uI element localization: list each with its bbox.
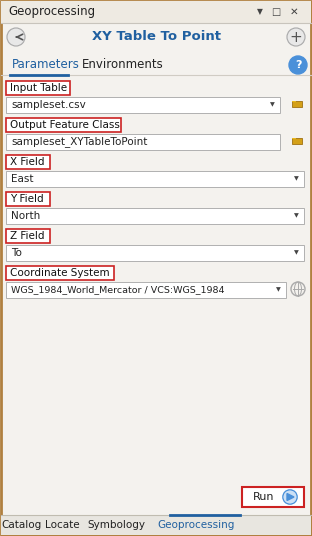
Text: sampleset_XYTableToPoint: sampleset_XYTableToPoint <box>11 137 147 147</box>
Text: Geoprocessing: Geoprocessing <box>157 520 235 530</box>
Bar <box>1 1 311 23</box>
Text: ▼: ▼ <box>294 176 298 182</box>
Text: Environments: Environments <box>82 58 164 71</box>
Bar <box>6 171 304 187</box>
Bar <box>6 229 50 243</box>
Circle shape <box>289 56 307 74</box>
Text: Run: Run <box>253 492 275 502</box>
Bar <box>242 487 304 507</box>
Bar <box>6 81 70 95</box>
Text: Coordinate System: Coordinate System <box>10 268 110 278</box>
Text: sampleset.csv: sampleset.csv <box>11 100 86 110</box>
Bar <box>292 138 302 144</box>
Text: Parameters: Parameters <box>12 58 80 71</box>
Text: ▼: ▼ <box>275 287 280 293</box>
Text: Locate: Locate <box>45 520 79 530</box>
Bar <box>6 245 304 261</box>
Text: Z Field: Z Field <box>10 231 45 241</box>
Polygon shape <box>287 494 294 501</box>
Text: WGS_1984_World_Mercator / VCS:WGS_1984: WGS_1984_World_Mercator / VCS:WGS_1984 <box>11 286 225 294</box>
Text: +: + <box>290 29 302 44</box>
Text: ?: ? <box>295 60 301 70</box>
Text: ▼: ▼ <box>294 250 298 256</box>
Text: □: □ <box>271 7 280 17</box>
Text: ✕: ✕ <box>290 7 298 17</box>
Text: Y Field: Y Field <box>10 194 44 204</box>
Text: East: East <box>11 174 33 184</box>
Bar <box>6 282 286 298</box>
Bar <box>6 192 50 206</box>
Text: ▼: ▼ <box>257 8 263 17</box>
Bar <box>6 134 280 150</box>
Text: Output Feature Class: Output Feature Class <box>10 120 120 130</box>
Circle shape <box>284 490 296 503</box>
Text: X Field: X Field <box>10 157 45 167</box>
Circle shape <box>7 28 25 46</box>
Text: Geoprocessing: Geoprocessing <box>8 5 95 19</box>
Text: ▼: ▼ <box>270 102 274 108</box>
Bar <box>6 155 50 169</box>
Bar <box>292 101 296 102</box>
Text: XY Table To Point: XY Table To Point <box>91 31 221 43</box>
Text: Catalog: Catalog <box>2 520 42 530</box>
Bar <box>292 138 296 139</box>
Bar <box>6 118 121 132</box>
Bar <box>6 266 114 280</box>
Bar <box>1 515 311 535</box>
Text: North: North <box>11 211 40 221</box>
Bar <box>6 208 304 224</box>
Text: Input Table: Input Table <box>10 83 67 93</box>
Bar <box>6 97 280 113</box>
Text: ▼: ▼ <box>294 213 298 219</box>
Circle shape <box>287 28 305 46</box>
Bar <box>292 101 302 107</box>
Text: To: To <box>11 248 22 258</box>
Text: Symbology: Symbology <box>87 520 145 530</box>
